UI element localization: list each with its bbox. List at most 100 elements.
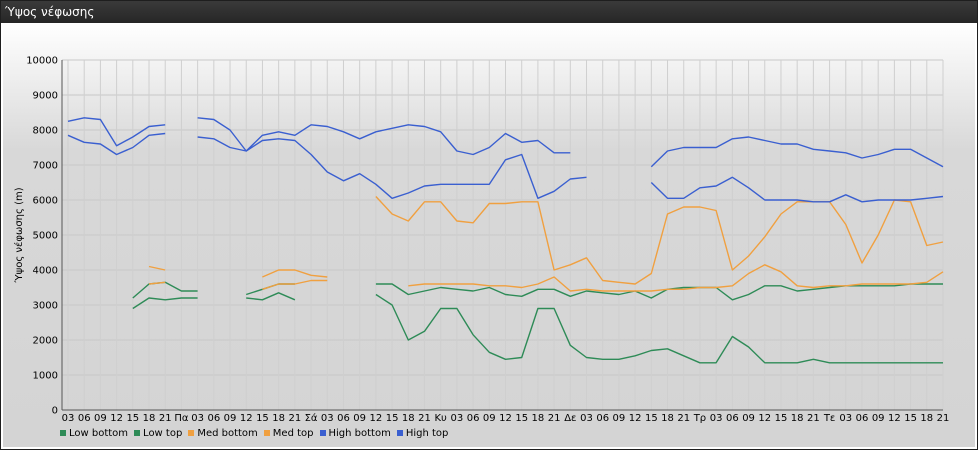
- y-tick-labels: 0 1000 2000 3000 4000 5000 6000 7000 8000 9000 100…: [26, 56, 58, 417]
- legend-swatch: [263, 430, 270, 436]
- x-tick-label: Σά: [305, 412, 318, 424]
- x-tick-label: 06: [207, 413, 220, 424]
- x-tick-label: 09: [613, 413, 626, 424]
- x-tick-label: 09: [483, 413, 496, 424]
- series-lines: [67, 117, 944, 364]
- series-line-med-top: [148, 265, 166, 271]
- series-line-med-bottom: [408, 264, 944, 292]
- x-tick-label: Τρ: [693, 413, 706, 424]
- legend-swatch: [134, 430, 141, 436]
- x-tick-label: 15: [256, 413, 269, 424]
- legend-item: Low top: [134, 426, 182, 440]
- x-tick-label: 03: [580, 413, 593, 424]
- x-tick-label: Τε: [823, 413, 836, 424]
- x-tick-label: 06: [467, 413, 480, 424]
- x-tick-label: 03: [321, 413, 334, 424]
- y-tick-label: 7000: [33, 161, 58, 172]
- x-tick-label: 12: [370, 413, 383, 424]
- x-tick-label: 21: [159, 413, 172, 424]
- x-tick-label: 21: [418, 413, 431, 424]
- series-line-high-top: [650, 136, 944, 168]
- x-tick-label: 18: [143, 413, 156, 424]
- x-tick-label: 15: [386, 413, 399, 424]
- x-tick-label: 15: [645, 413, 658, 424]
- y-tick-label: 6000: [33, 196, 58, 207]
- legend-item: High bottom: [319, 426, 391, 440]
- x-tick-label: 12: [110, 413, 123, 424]
- x-tick-label: 15: [904, 413, 917, 424]
- y-tick-label: 10000: [26, 56, 58, 67]
- x-tick-label: 18: [532, 413, 545, 424]
- y-tick-label: 8000: [33, 126, 58, 137]
- x-tick-label: 06: [337, 413, 350, 424]
- x-tick-label: 06: [596, 413, 609, 424]
- series-line-high-bottom: [197, 136, 587, 200]
- series-line-low-bottom: [246, 292, 296, 301]
- x-tick-label: 06: [726, 413, 739, 424]
- x-tick-label: Κυ: [435, 413, 448, 424]
- series-line-low-bottom: [375, 293, 943, 364]
- x-tick-label: 18: [920, 413, 933, 424]
- series-line-med-bottom: [262, 279, 328, 290]
- series-line-med-top: [375, 196, 944, 285]
- legend-swatch: [396, 430, 403, 436]
- x-tick-label: 09: [742, 413, 755, 424]
- series-line-high-top: [197, 117, 571, 156]
- y-tick-label: 0: [52, 406, 58, 417]
- y-tick-label: 1000: [33, 371, 58, 382]
- x-tick-label: 12: [629, 413, 642, 424]
- legend-label: Low top: [143, 427, 183, 439]
- x-tick-label: 09: [353, 413, 366, 424]
- x-tick-label: 03: [839, 413, 852, 424]
- x-tick-label: 15: [775, 413, 788, 424]
- x-tick-label: Πα: [174, 413, 189, 424]
- series-line-high-top: [67, 117, 166, 147]
- y-tick-label: 5000: [33, 231, 58, 242]
- y-tick-label: 4000: [33, 266, 58, 277]
- x-tick-label: 12: [240, 413, 253, 424]
- x-tick-label: 15: [126, 413, 139, 424]
- x-tick-label: 21: [548, 413, 561, 424]
- x-tick-label: Δε: [564, 413, 576, 424]
- x-tick-label: 21: [937, 413, 950, 424]
- x-tick-label: 03: [191, 413, 204, 424]
- legend-swatch: [319, 430, 326, 436]
- x-tick-label: 06: [856, 413, 869, 424]
- x-tick-label: 21: [288, 413, 301, 424]
- x-tick-label: 21: [807, 413, 820, 424]
- legend-swatch: [60, 430, 66, 436]
- x-tick-label: 12: [499, 413, 512, 424]
- legend-label: High bottom: [328, 427, 391, 439]
- series-line-low-top: [375, 283, 943, 301]
- legend-swatch: [188, 430, 195, 436]
- x-tick-label: 06: [78, 413, 91, 424]
- x-tick-label: 12: [888, 413, 901, 424]
- x-tick-label: 18: [791, 413, 804, 424]
- legend-item: Low bottom: [60, 426, 128, 440]
- x-tick-label: 18: [661, 413, 674, 424]
- series-line-high-bottom: [650, 176, 944, 203]
- legend-label: Low bottom: [69, 427, 129, 439]
- legend-label: Med bottom: [197, 427, 258, 439]
- y-tick-label: 9000: [33, 91, 58, 102]
- x-tick-label: 09: [224, 413, 237, 424]
- legend-label: Med top: [272, 427, 314, 439]
- x-tick-label: 03: [62, 413, 75, 424]
- x-tick-label: 12: [758, 413, 771, 424]
- legend-item: Med bottom: [188, 426, 258, 440]
- x-tick-label: 09: [94, 413, 107, 424]
- series-line-low-bottom: [132, 297, 198, 310]
- axes: [61, 60, 943, 411]
- series-line-med-bottom: [148, 281, 166, 285]
- legend-label: High top: [405, 427, 449, 439]
- window-title: Ύψος νέφωσης: [1, 1, 977, 23]
- x-tick-label: 03: [710, 413, 723, 424]
- y-axis-label: Ύψος νέφωσης (m): [13, 187, 25, 283]
- series-line-high-bottom: [67, 132, 166, 156]
- series-line-low-top: [245, 283, 295, 296]
- x-tick-label: 15: [515, 413, 528, 424]
- x-tick-label: 18: [402, 413, 415, 424]
- y-tick-label: 2000: [33, 336, 58, 347]
- x-tick-label: 03: [451, 413, 464, 424]
